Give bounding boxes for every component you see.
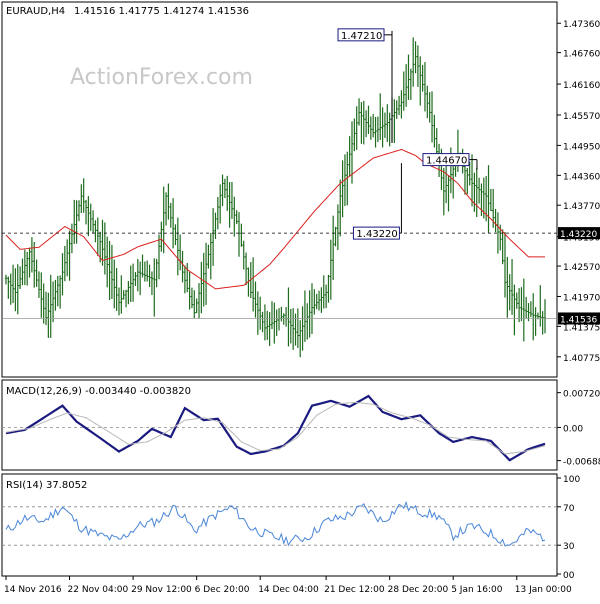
y-tick-label: 1.42570: [563, 263, 600, 273]
x-tick-label: 13 Jan 00:00: [515, 585, 572, 595]
macd-y-axis: 0.007201 0.00 -0.006888: [557, 390, 600, 468]
level-box: [352, 226, 400, 240]
x-tick-label: 14 Dec 04:00: [258, 585, 319, 595]
level-box: [337, 28, 385, 42]
macd-panel-frame: [1, 379, 558, 471]
y-tick-label: 70: [563, 504, 575, 514]
time-x-axis: 14 Nov 2016 22 Nov 04:00 29 Nov 12:00 6 Dec…: [4, 576, 572, 595]
level-box: [422, 153, 470, 167]
level-label: 1.44670: [426, 156, 467, 167]
y-tick-label: 1.41970: [563, 293, 600, 303]
moving-average-line: [5, 148, 545, 290]
macd-line: [5, 394, 546, 462]
y-tick-label: 0.007201: [563, 390, 600, 400]
x-tick-label: 5 Jan 16:00: [451, 585, 503, 595]
y-tick-label: 1.46160: [563, 81, 600, 91]
x-tick-label: 14 Nov 2016: [4, 585, 62, 595]
ohlc-readout: 1.41516 1.41775 1.41274 1.41536: [74, 6, 249, 17]
price-tag-label: 1.41536: [560, 315, 597, 325]
y-tick-label: 00: [563, 571, 575, 581]
price-tag-box: [558, 312, 600, 325]
y-tick-label: -0.006888: [563, 458, 600, 468]
rsi-line: [5, 500, 546, 547]
y-tick-label: 1.44950: [563, 142, 600, 152]
rsi-panel-frame: [1, 473, 558, 577]
x-tick-label: 6 Dec 20:00: [195, 585, 250, 595]
y-tick-label: 1.45570: [563, 112, 600, 122]
symbol-label: EURAUD,H4: [6, 6, 65, 17]
y-tick-label: 1.43770: [563, 202, 600, 212]
macd-title: MACD(12,26,9) -0.003440 -0.003820: [6, 386, 191, 397]
rsi-title: RSI(14) 37.8052: [6, 480, 87, 491]
macd-plot: [2, 394, 557, 462]
macd-signal-line: [5, 401, 546, 455]
price-panel-frame: [1, 1, 558, 378]
rsi-plot: [2, 500, 557, 547]
price-tag-box: [558, 227, 600, 240]
level-label: 1.43220: [356, 229, 397, 240]
x-tick-label: 21 Dec 12:00: [324, 585, 385, 595]
price-y-axis: 1.47360 1.46760 1.46160 1.45570 1.44950 1.443…: [557, 20, 600, 364]
x-tick-label: 22 Nov 04:00: [68, 585, 129, 595]
y-tick-label: 0.00: [563, 424, 583, 434]
y-tick-label: 1.40775: [563, 354, 600, 364]
y-tick-label: 1.47360: [563, 20, 600, 30]
y-tick-label: 1.41375: [563, 323, 600, 333]
y-tick-label: 30: [563, 542, 575, 552]
rsi-y-axis: 100 70 30 00: [557, 475, 580, 581]
x-tick-label: 28 Dec 20:00: [388, 585, 449, 595]
x-tick-label: 29 Nov 12:00: [131, 585, 192, 595]
watermark: ActionForex.com: [70, 65, 253, 90]
y-tick-label: 100: [563, 475, 580, 485]
level-label: 1.47210: [341, 31, 382, 42]
y-tick-label: 1.46760: [563, 50, 600, 60]
y-tick-label: 1.44360: [563, 172, 600, 182]
price-tag-label: 1.43220: [560, 230, 597, 240]
price-plot: 1.47210 1.44670 1.43220: [2, 28, 557, 358]
